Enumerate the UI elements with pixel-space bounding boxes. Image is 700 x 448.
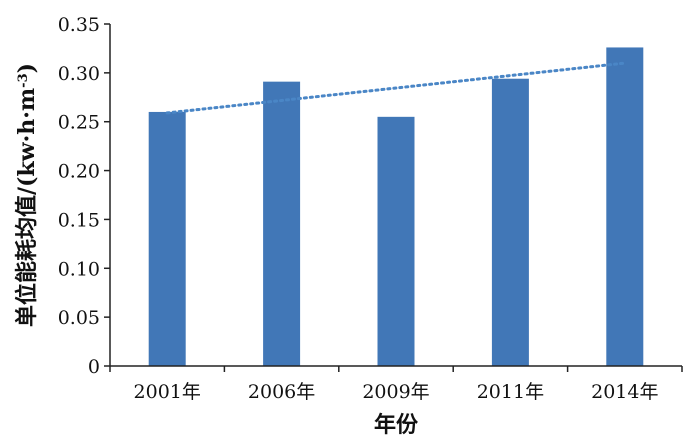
bar-1 [263, 81, 301, 366]
trend-layer [165, 61, 627, 115]
y-tick-layer: 0 0.05 0.10 0.15 0.20 0.25 0.30 0.35 [58, 14, 110, 378]
y-tick-label: 0.15 [58, 209, 100, 231]
x-tick-layer: 2001年 2006年 2009年 2011年 2014年 [109, 366, 683, 403]
y-axis-title-close: ) [14, 63, 40, 73]
bar-0 [148, 111, 186, 366]
bar-3 [491, 78, 529, 366]
x-tick-label: 2001年 [134, 381, 201, 403]
y-axis-title: 单位能耗均值/(kw·h·m-3) [14, 63, 40, 327]
bar-4 [606, 47, 644, 367]
y-tick-label: 0.25 [58, 112, 100, 134]
x-tick-label: 2006年 [248, 381, 315, 403]
x-tick-label: 2011年 [477, 381, 544, 403]
y-tick-label: 0 [88, 356, 100, 378]
trend-line [165, 61, 627, 115]
bar-2 [377, 116, 415, 366]
y-tick-label: 0.35 [58, 14, 100, 36]
x-axis-title: 年份 [374, 412, 419, 438]
axes-layer [109, 24, 682, 367]
y-axis-title-main: 单位能耗均值/(kw·h·m [14, 88, 40, 327]
x-tick-label: 2009年 [362, 381, 429, 403]
bars-layer [148, 47, 644, 367]
x-tick-label: 2014年 [591, 381, 658, 403]
y-tick-label: 0.05 [58, 307, 100, 329]
y-tick-label: 0.20 [58, 161, 100, 183]
y-tick-label: 0.30 [58, 63, 100, 85]
y-axis-title-sup: -3 [16, 73, 31, 87]
y-tick-label: 0.10 [58, 258, 100, 280]
